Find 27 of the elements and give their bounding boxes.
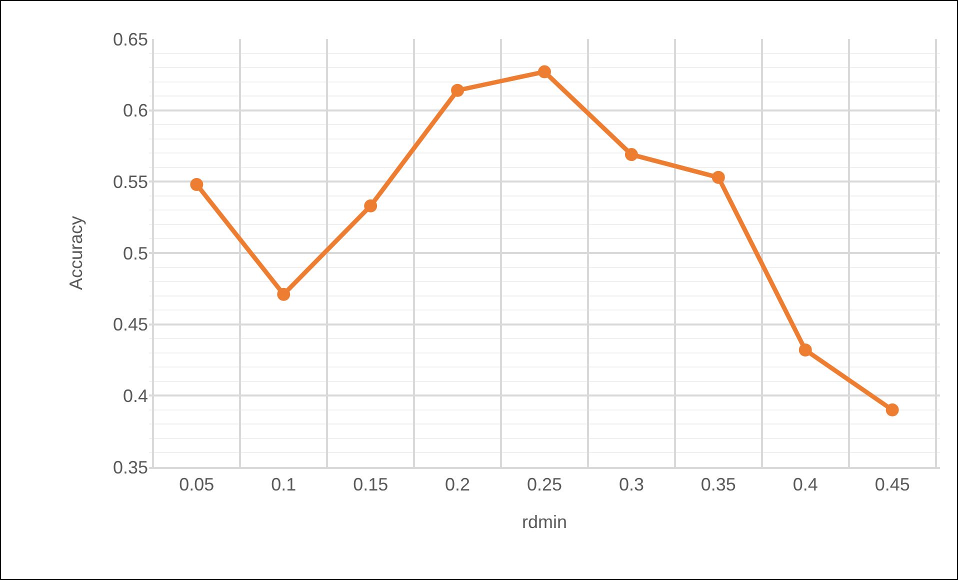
x-tick-label: 0.15 [353,474,388,494]
point [364,199,378,212]
x-tick-label: 0.25 [526,474,562,494]
y-tick-label: 0.6 [122,100,148,121]
x-tick-label: 0.45 [874,474,910,494]
point [190,178,204,192]
y-tick-label: 0.35 [112,457,148,478]
point [624,148,638,162]
x-tick-label: 0.1 [271,474,296,494]
y-tick-label: 0.65 [112,29,148,50]
x-tick-label: 0.05 [179,474,214,494]
y-tick-label: 0.4 [122,386,148,406]
x-tick-label: 0.2 [445,474,470,494]
y-tick-label: 0.55 [112,172,148,192]
x-tick-label: 0.35 [700,474,736,494]
point [798,344,812,357]
point [886,403,899,416]
x-tick-label: 0.3 [618,474,644,494]
y-axis-title: Accuracy [66,216,86,290]
point [712,170,725,184]
point [451,84,464,97]
y-tick-label: 0.5 [122,243,148,264]
y-tick-label: 0.45 [112,314,148,335]
x-tick-label: 0.4 [792,474,818,494]
point [538,65,551,78]
x-axis-title: rdmin [522,512,568,532]
point [277,288,290,301]
